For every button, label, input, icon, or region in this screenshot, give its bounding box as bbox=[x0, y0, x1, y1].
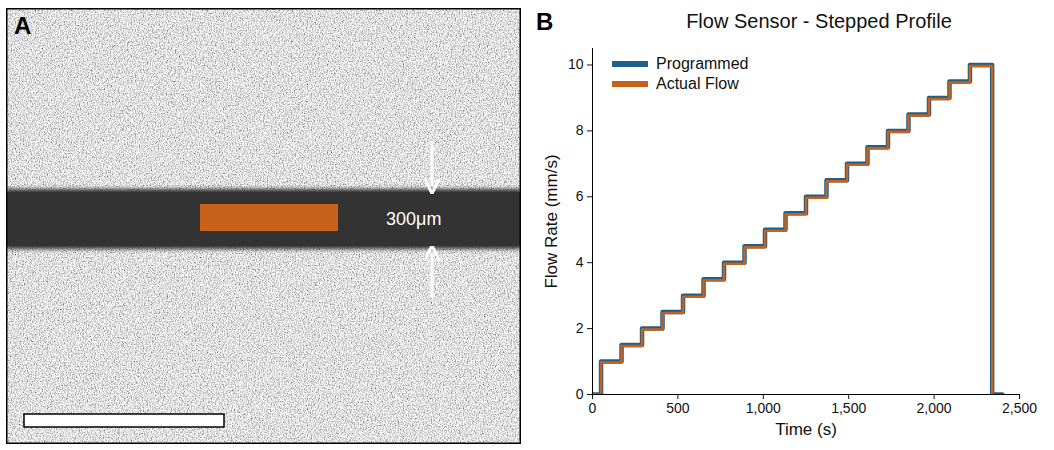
svg-text:6: 6 bbox=[576, 188, 584, 204]
svg-text:10: 10 bbox=[568, 56, 584, 72]
html-text:Programmed: Programmed bbox=[656, 55, 749, 72]
svg-text:Time (s): Time (s) bbox=[775, 420, 837, 439]
svg-text:8: 8 bbox=[576, 122, 584, 138]
svg-text:2: 2 bbox=[576, 320, 584, 336]
svg-text:0: 0 bbox=[589, 400, 597, 416]
svg-text:2,000: 2,000 bbox=[917, 400, 952, 416]
svg-text:2,500: 2,500 bbox=[1002, 400, 1037, 416]
svg-text:300μm: 300μm bbox=[386, 209, 441, 229]
html-text:B: B bbox=[536, 8, 554, 35]
svg-text:1,500: 1,500 bbox=[831, 400, 866, 416]
svg-text:500: 500 bbox=[666, 400, 690, 416]
html-text:Flow Sensor - Stepped Profile: Flow Sensor - Stepped Profile bbox=[686, 10, 952, 32]
svg-text:Flow Rate (mm/s): Flow Rate (mm/s) bbox=[542, 154, 561, 288]
html-text:Actual Flow: Actual Flow bbox=[656, 75, 739, 92]
svg-text:1,000: 1,000 bbox=[746, 400, 781, 416]
svg-text:0: 0 bbox=[576, 386, 584, 402]
svg-text:A: A bbox=[14, 12, 31, 39]
svg-text:4: 4 bbox=[576, 254, 584, 270]
